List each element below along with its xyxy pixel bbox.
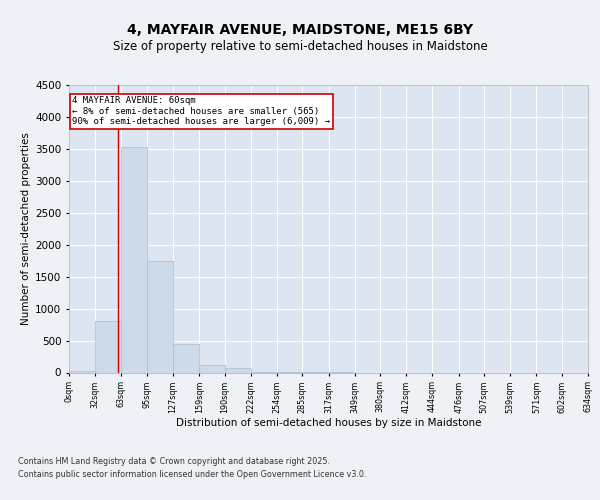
Y-axis label: Number of semi-detached properties: Number of semi-detached properties — [21, 132, 31, 325]
Text: Contains HM Land Registry data © Crown copyright and database right 2025.
Contai: Contains HM Land Registry data © Crown c… — [18, 458, 367, 479]
Bar — [147, 260, 173, 372]
Text: Size of property relative to semi-detached houses in Maidstone: Size of property relative to semi-detach… — [113, 40, 487, 53]
Bar — [69, 370, 95, 372]
Bar — [199, 364, 224, 372]
Text: 4 MAYFAIR AVENUE: 60sqm
← 8% of semi-detached houses are smaller (565)
90% of se: 4 MAYFAIR AVENUE: 60sqm ← 8% of semi-det… — [72, 96, 330, 126]
Bar — [95, 322, 121, 372]
Text: 4, MAYFAIR AVENUE, MAIDSTONE, ME15 6BY: 4, MAYFAIR AVENUE, MAIDSTONE, ME15 6BY — [127, 22, 473, 36]
Bar — [121, 147, 147, 372]
Bar — [173, 344, 199, 372]
X-axis label: Distribution of semi-detached houses by size in Maidstone: Distribution of semi-detached houses by … — [176, 418, 481, 428]
Bar — [224, 368, 251, 372]
